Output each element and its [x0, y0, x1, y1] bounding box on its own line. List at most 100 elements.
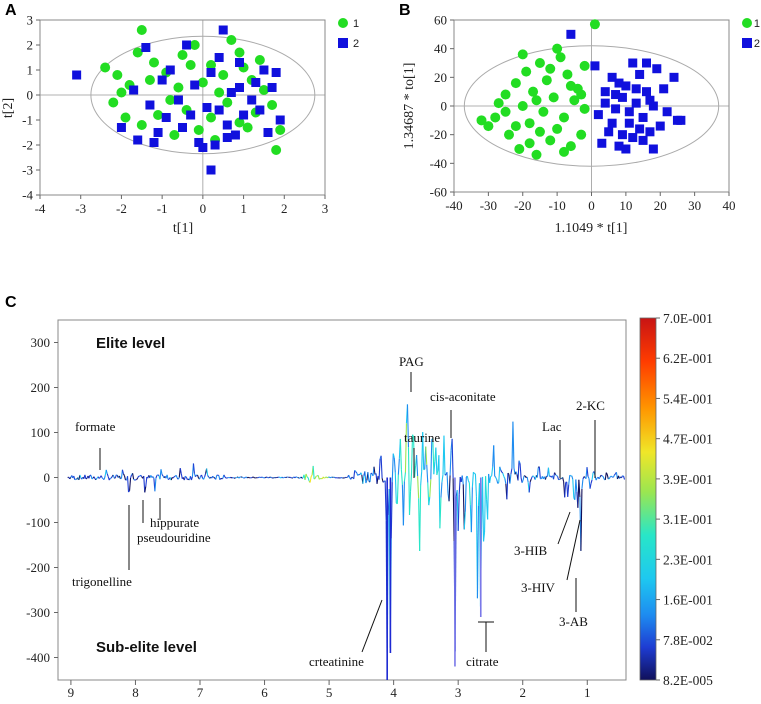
panel-a-point-group-2 — [162, 113, 171, 122]
panel-a-point-group-2 — [150, 138, 159, 147]
panel-a-point-group-2 — [268, 83, 277, 92]
panel-c-x-tick-label: 1 — [584, 685, 591, 699]
panel-a-point-group-2 — [133, 136, 142, 145]
panel-b-point-group-1 — [580, 61, 590, 71]
panel-b-point-group-2 — [652, 64, 661, 73]
annotation-lac: Lac — [542, 419, 562, 434]
panel-a-point-group-2 — [198, 143, 207, 152]
panel-b-point-group-2 — [611, 104, 620, 113]
panel-a-point-group-2 — [235, 58, 244, 67]
spectrum-segment — [371, 473, 372, 474]
panel-b-point-group-1 — [483, 121, 493, 131]
panel-b-point-group-2 — [659, 84, 668, 93]
annotation-pseudouridine: pseudouridine — [137, 530, 211, 545]
spectrum-segment — [295, 477, 296, 478]
panel-b-point-group-2 — [601, 99, 610, 108]
spectrum-segment — [282, 477, 283, 478]
panel-b-point-group-2 — [635, 70, 644, 79]
spectrum-segment — [213, 476, 214, 477]
spectrum-segment — [570, 475, 571, 476]
panel-b-point-group-2 — [597, 139, 606, 148]
spectrum-segment — [185, 476, 186, 477]
panel-a-x-tick-label: 1 — [240, 201, 247, 216]
panel-b-point-group-2 — [621, 145, 630, 154]
panel-a-point-group-1 — [186, 60, 196, 70]
panel-a-point-group-1 — [145, 75, 155, 85]
panel-a-y-tick-label: 1 — [27, 63, 34, 78]
panel-a-point-group-2 — [227, 88, 236, 97]
panel-b-point-group-1 — [501, 90, 511, 100]
panel-a-y-tick-label: -3 — [22, 163, 33, 178]
panel-b-point-group-2 — [639, 113, 648, 122]
panel-b-legend-label-1: 1 — [754, 18, 760, 30]
panel-a-point-group-2 — [231, 131, 240, 140]
spectrum-segment — [584, 477, 585, 478]
spectrum-segment — [502, 472, 503, 473]
panel-a-point-group-2 — [117, 123, 126, 132]
spectrum-segment — [222, 478, 223, 479]
spectrum-segment — [102, 478, 103, 479]
panel-a-point-group-1 — [165, 95, 175, 105]
spectrum-segment — [601, 475, 602, 476]
spectrum-segment — [358, 474, 359, 475]
panel-b-point-group-1 — [545, 135, 555, 145]
panel-b-point-group-2 — [639, 136, 648, 145]
panel-a-x-axis-label: t[1] — [173, 221, 193, 236]
panel-a-point-group-2 — [158, 76, 167, 85]
panel-a-point-group-1 — [137, 120, 147, 130]
panel-b-point-group-1 — [494, 98, 504, 108]
panel-c-y-tick-label: 100 — [31, 425, 51, 440]
panel-a-point-group-2 — [264, 128, 273, 137]
annotation-crteatinine: crteatinine — [309, 654, 364, 669]
panel-a-point-group-1 — [271, 145, 281, 155]
panel-b-y-tick-label: 40 — [434, 41, 447, 56]
colorbar-label: 3.9E-001 — [663, 472, 713, 487]
panel-c-y-tick-label: -100 — [26, 515, 50, 530]
panel-a-point-group-2 — [190, 81, 199, 90]
annotation-citrate: citrate — [466, 654, 499, 669]
panel-a-point-group-1 — [214, 88, 224, 98]
panel-a-point-group-1 — [108, 98, 118, 108]
panel-b-point-group-1 — [549, 92, 559, 102]
panel-b-point-group-2 — [611, 90, 620, 99]
annotation-pag: PAG — [399, 354, 424, 369]
panel-b-point-group-1 — [562, 69, 572, 79]
panel-b-point-group-2 — [649, 145, 658, 154]
panel-b-x-tick-label: 40 — [723, 198, 736, 213]
colorbar-label: 3.1E-001 — [663, 512, 713, 527]
spectrum-segment — [92, 478, 93, 479]
panel-b-point-group-1 — [501, 107, 511, 117]
colorbar-labels: 7.0E-0016.2E-0015.4E-0014.7E-0013.9E-001… — [656, 311, 713, 688]
panel-b-point-group-1 — [559, 112, 569, 122]
panel-a-legend-marker-2 — [338, 38, 348, 48]
colorbar-label: 1.6E-001 — [663, 593, 713, 608]
panel-a-point-group-1 — [259, 85, 269, 95]
spectrum-segment — [272, 478, 273, 479]
panel-a-x-tick-label: -1 — [157, 201, 168, 216]
panel-b-point-group-1 — [552, 44, 562, 54]
panel-a-point-group-1 — [275, 125, 285, 135]
panel-a-point-group-2 — [215, 106, 224, 115]
panel-b-point-group-2 — [615, 79, 624, 88]
panel-b-point-group-1 — [532, 150, 542, 160]
panel-c-y-tick-label: -200 — [26, 560, 50, 575]
panel-a-y-tick-label: 2 — [27, 38, 34, 53]
spectrum-segment — [314, 478, 315, 479]
panel-a-y-tick-label: 0 — [27, 88, 34, 103]
panel-a-point-group-2 — [251, 78, 260, 87]
panel-b-x-tick-label: -10 — [548, 198, 565, 213]
panel-b-point-group-2 — [608, 119, 617, 128]
panel-a-point-group-1 — [169, 130, 179, 140]
spectrum-segment — [158, 475, 159, 476]
panel-a-x-tick-label: 2 — [281, 201, 288, 216]
panel-b-point-group-1 — [542, 75, 552, 85]
panel-a-legend-label-2: 2 — [353, 38, 359, 50]
colorbar-label: 7.0E-001 — [663, 311, 713, 326]
panel-b-point-group-1 — [576, 130, 586, 140]
panel-a-point-group-2 — [174, 96, 183, 105]
spectrum-segment — [330, 477, 331, 478]
panel-b-x-tick-label: -20 — [514, 198, 531, 213]
spectrum-segment — [508, 473, 509, 474]
